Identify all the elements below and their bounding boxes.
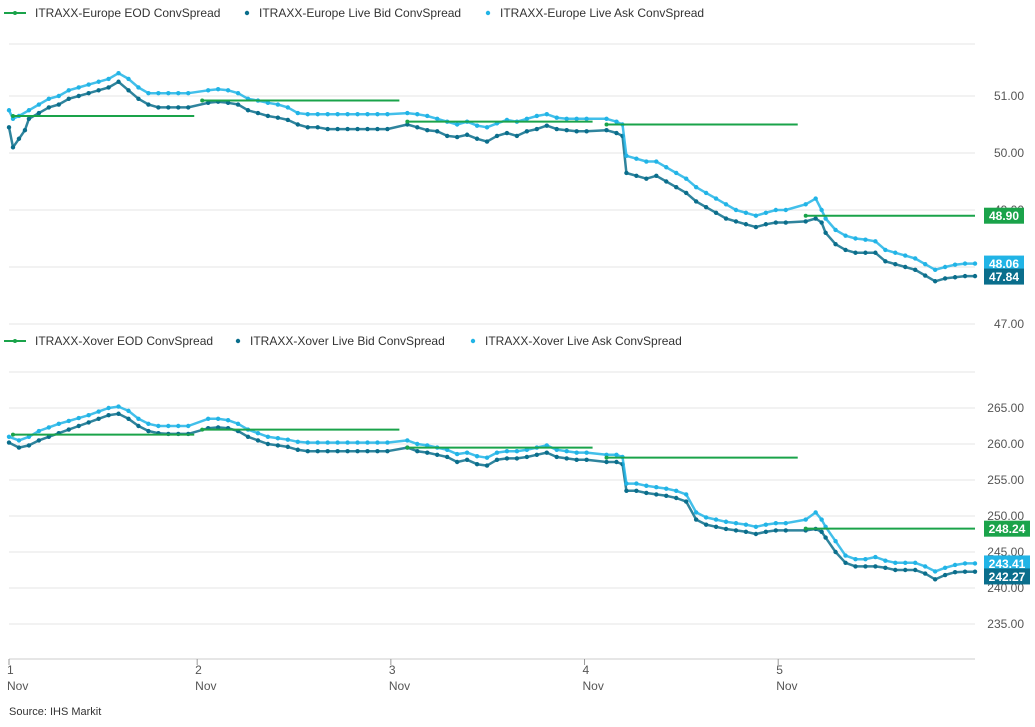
- eod-segment-start: [200, 427, 205, 432]
- eod-segment-start: [405, 445, 410, 450]
- last-value-label-eod: 48.90: [989, 209, 1019, 223]
- x-tick-label-month: Nov: [776, 679, 797, 693]
- eod-segment-start: [405, 119, 410, 124]
- last-value-badge-ask: [984, 555, 1030, 572]
- last-value-badge-eod: [984, 207, 1024, 224]
- x-tick-label-day: 2: [195, 663, 202, 677]
- eod-segment-start: [803, 526, 808, 531]
- last-value-badge-bid: [984, 268, 1024, 285]
- legend-label: ITRAXX-Xover Live Ask ConvSpread: [485, 334, 682, 348]
- y-tick-label: 250.00: [987, 509, 1024, 523]
- x-tick-label-month: Nov: [583, 679, 604, 693]
- y-tick-label: 265.00: [987, 401, 1024, 415]
- last-value-label-bid: 47.84: [989, 270, 1019, 284]
- eod-segment-start: [803, 213, 808, 218]
- x-tick-label-day: 1: [7, 663, 14, 677]
- legend-label: ITRAXX-Europe EOD ConvSpread: [35, 6, 220, 20]
- eod-segment-start: [200, 98, 205, 103]
- last-value-label-ask: 243.41: [989, 557, 1026, 571]
- legend-bid-marker: [244, 10, 250, 16]
- series-line-bid: [8, 412, 975, 581]
- x-tick-label-month: Nov: [7, 679, 28, 693]
- legend-ask-marker: [485, 10, 491, 16]
- y-tick-label: 47.00: [994, 317, 1024, 331]
- x-tick-label-day: 5: [776, 663, 783, 677]
- eod-segment-start: [604, 455, 609, 460]
- legend-bid-marker: [235, 338, 241, 344]
- legend-label: ITRAXX-Xover EOD ConvSpread: [35, 334, 213, 348]
- legend-label: ITRAXX-Europe Live Bid ConvSpread: [259, 6, 461, 20]
- series-line-ask: [8, 405, 975, 573]
- eod-segment-start: [604, 122, 609, 127]
- legend-ask-marker: [470, 338, 476, 344]
- eod-segment-start: [10, 432, 15, 437]
- y-tick-label: 255.00: [987, 473, 1024, 487]
- last-value-badge-bid: [984, 568, 1030, 585]
- legend-eod-dot: [13, 339, 17, 343]
- legend-eod-dot: [13, 11, 17, 15]
- legend-label: ITRAXX-Xover Live Bid ConvSpread: [250, 334, 445, 348]
- legend-label: ITRAXX-Europe Live Ask ConvSpread: [500, 6, 704, 20]
- y-tick-label: 50.00: [994, 146, 1024, 160]
- x-tick-label-month: Nov: [195, 679, 216, 693]
- y-tick-label: 51.00: [994, 89, 1024, 103]
- x-tick-label-month: Nov: [389, 679, 410, 693]
- last-value-label-eod: 248.24: [989, 522, 1026, 536]
- series-line-ask: [7, 71, 975, 272]
- y-tick-label: 260.00: [987, 437, 1024, 451]
- last-value-label-bid: 242.27: [989, 570, 1026, 584]
- x-tick-label-day: 4: [583, 663, 590, 677]
- y-tick-label: 235.00: [987, 617, 1024, 631]
- last-value-badge-ask: [984, 255, 1024, 272]
- y-tick-label: 240.00: [987, 581, 1024, 595]
- source-note: Source: IHS Markit: [9, 706, 102, 718]
- last-value-badge-eod: [984, 520, 1030, 537]
- eod-segment-start: [10, 113, 15, 118]
- last-value-label-ask: 48.06: [989, 257, 1019, 271]
- series-line-bid: [7, 80, 975, 283]
- x-tick-label-day: 3: [389, 663, 396, 677]
